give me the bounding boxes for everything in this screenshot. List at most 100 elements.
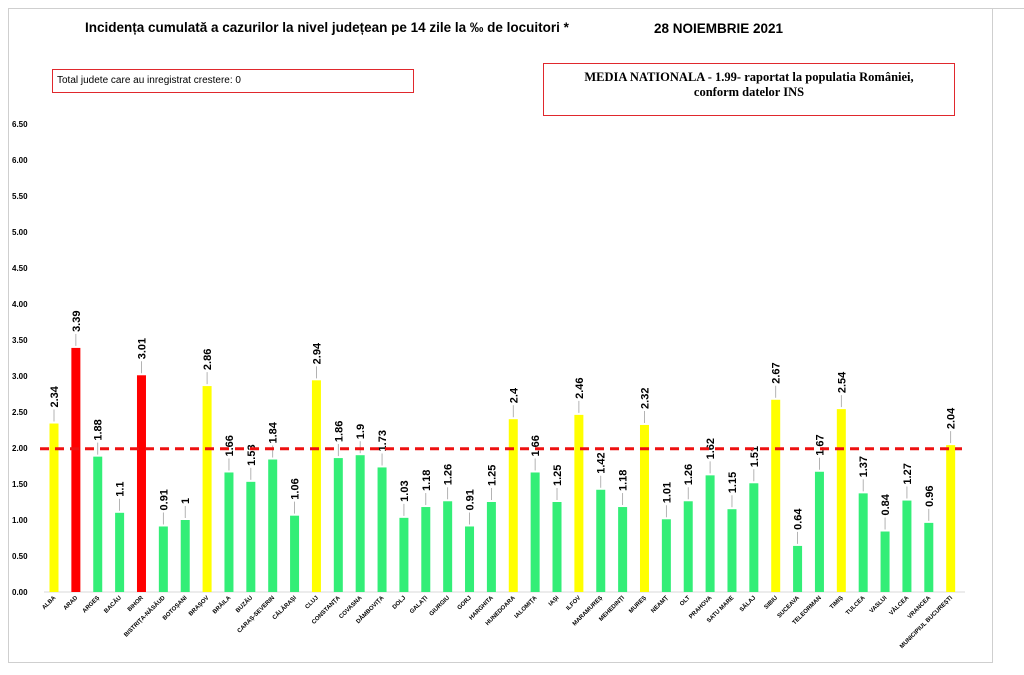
data-label: 1.88	[93, 419, 105, 440]
x-tick-label: GORJ	[457, 595, 473, 611]
data-label: 2.54	[836, 371, 848, 393]
x-tick-label: TIMIȘ	[829, 595, 845, 611]
data-label: 1.25	[552, 465, 564, 486]
bar	[727, 509, 737, 592]
data-label: 1.06	[290, 478, 302, 499]
data-label: 1.9	[355, 424, 367, 439]
bar	[180, 520, 190, 592]
data-label: 2.04	[946, 407, 958, 429]
x-tick-label: VASLUI	[869, 595, 889, 615]
chart-title: Incidența cumulată a cazurilor la nivel …	[85, 20, 569, 35]
bar	[705, 475, 715, 592]
bar	[377, 467, 387, 592]
x-tick-label: BUZĂU	[234, 594, 254, 614]
total-increase-text: Total judete care au inregistrat crester…	[57, 75, 241, 86]
data-label: 0.91	[158, 489, 170, 510]
x-tick-label: BRĂILA	[211, 594, 232, 615]
data-label: 1.01	[661, 482, 673, 503]
data-label: 2.34	[49, 385, 61, 407]
total-increase-box: Total judete care au inregistrat crester…	[52, 69, 414, 93]
frame-edge	[993, 8, 1024, 9]
x-tick-label: MUREȘ	[628, 595, 648, 615]
data-label: 1.26	[443, 464, 455, 485]
data-label: 1.27	[902, 463, 914, 484]
bar	[574, 414, 584, 592]
bar	[749, 483, 759, 592]
data-label: 1.66	[530, 435, 542, 456]
x-tick-label: SĂLAJ	[738, 594, 757, 613]
data-label: 1.51	[749, 446, 761, 467]
bar	[311, 380, 321, 592]
data-label: 1.26	[683, 464, 695, 485]
x-tick-label: ARAD	[63, 595, 80, 612]
bar	[530, 472, 540, 592]
data-label: 2.46	[574, 377, 586, 398]
bar	[880, 531, 890, 592]
x-tick-label: CLUJ	[305, 595, 320, 610]
data-label: 2.94	[311, 342, 323, 364]
x-tick-label: BIHOR	[127, 595, 145, 613]
y-tick-label: 2.00	[12, 444, 28, 453]
y-tick-label: 5.00	[12, 228, 28, 237]
bar	[814, 471, 824, 592]
bar	[268, 459, 278, 592]
x-tick-label: SIBIU	[764, 595, 780, 611]
data-label: 1.62	[705, 438, 717, 459]
national-average-line1: MEDIA NATIONALA - 1.99- raportat la popu…	[584, 70, 914, 84]
y-tick-label: 4.50	[12, 264, 28, 273]
bar	[333, 458, 343, 592]
data-label: 0.91	[465, 489, 477, 510]
bar	[93, 456, 103, 592]
data-label: 1.1	[115, 482, 127, 497]
x-tick-label: BISTRIȚA-NĂSĂUD	[123, 594, 168, 639]
data-label: 1.66	[224, 435, 236, 456]
bar	[49, 423, 59, 592]
bar	[902, 500, 912, 592]
y-tick-label: 3.00	[12, 372, 28, 381]
bar	[486, 502, 496, 592]
x-tick-label: BRAȘOV	[188, 595, 210, 617]
data-label: 0.64	[793, 508, 805, 530]
x-tick-label: OLT	[679, 595, 692, 608]
bar	[924, 522, 934, 592]
figure-frame	[8, 8, 993, 663]
x-tick-label: VÂLCEA	[888, 594, 911, 617]
data-label: 1	[180, 498, 192, 504]
data-label: 1.37	[858, 456, 870, 477]
data-label: 1.42	[596, 452, 608, 473]
bar	[399, 517, 409, 592]
bar	[661, 519, 671, 592]
x-tick-label: ALBA	[41, 595, 57, 611]
data-label: 1.67	[814, 434, 826, 455]
bar	[115, 512, 125, 592]
data-label: 3.01	[136, 338, 148, 359]
bar	[836, 409, 846, 592]
data-label: 2.4	[508, 387, 520, 403]
bar	[465, 526, 475, 592]
data-label: 2.86	[202, 349, 214, 370]
bar	[552, 502, 562, 592]
bar	[71, 347, 81, 592]
chart-date: 28 NOIEMBRIE 2021	[654, 21, 784, 36]
bar	[639, 424, 649, 592]
y-tick-label: 0.00	[12, 588, 28, 597]
x-tick-label: ILFOV	[566, 595, 583, 612]
bar	[290, 515, 300, 592]
bar	[508, 419, 518, 592]
data-label: 1.18	[421, 470, 433, 491]
x-tick-label: IAȘI	[548, 595, 561, 608]
y-tick-label: 5.50	[12, 192, 28, 201]
bar	[202, 386, 212, 592]
bar	[618, 507, 628, 592]
bar	[946, 445, 956, 592]
x-tick-label: TULCEA	[845, 595, 867, 617]
bar	[683, 501, 693, 592]
y-tick-label: 4.00	[12, 300, 28, 309]
bar	[793, 545, 803, 592]
bar	[158, 526, 168, 592]
bar	[355, 455, 365, 592]
data-label: 1.03	[399, 480, 411, 501]
x-tick-label: ARGEȘ	[82, 595, 101, 614]
y-tick-label: 0.50	[12, 552, 28, 561]
bar	[224, 472, 234, 592]
